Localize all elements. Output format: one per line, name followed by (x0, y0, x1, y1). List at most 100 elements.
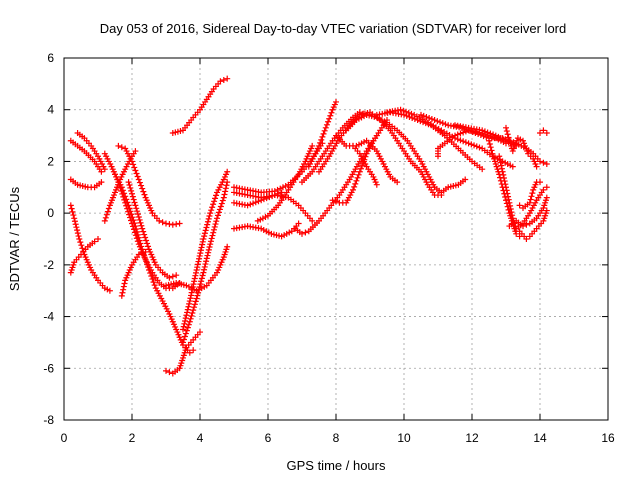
chart-title: Day 053 of 2016, Sidereal Day-to-day VTE… (100, 21, 567, 36)
data-point (333, 98, 339, 105)
data-point (134, 238, 141, 245)
data-point (198, 244, 205, 251)
data-point (201, 263, 208, 270)
data-point (397, 106, 404, 113)
data-series (67, 75, 550, 377)
data-point (106, 287, 113, 294)
data-point (196, 252, 203, 259)
data-point (166, 274, 173, 281)
series-39 (516, 207, 550, 242)
data-point (222, 188, 229, 195)
data-point (117, 185, 124, 192)
x-tick-label: 12 (465, 431, 479, 445)
data-point (442, 121, 449, 128)
data-point (543, 161, 550, 168)
data-point (209, 204, 216, 211)
data-point (540, 186, 547, 193)
data-point (136, 216, 143, 223)
series-29 (350, 142, 380, 188)
series-2 (74, 129, 108, 173)
data-point (75, 233, 82, 240)
data-point (275, 190, 282, 197)
data-point (163, 220, 169, 227)
data-point (476, 144, 483, 151)
data-point (131, 229, 138, 236)
data-point (206, 244, 213, 251)
data-point (205, 215, 212, 222)
series-15 (180, 168, 231, 333)
data-point (71, 218, 78, 225)
data-point (309, 217, 316, 224)
data-point (67, 202, 74, 209)
data-point (188, 292, 195, 299)
series-5 (67, 236, 101, 276)
data-point (189, 310, 196, 317)
series-20 (231, 220, 302, 240)
data-point (212, 221, 219, 228)
data-point (462, 139, 469, 146)
data-point (183, 327, 190, 334)
data-point (189, 286, 196, 293)
data-point (159, 219, 166, 226)
data-point (356, 168, 363, 175)
data-point (79, 245, 86, 252)
data-point (186, 298, 193, 305)
data-point (129, 158, 135, 165)
data-point (540, 127, 547, 134)
data-point (195, 258, 202, 265)
data-point (120, 286, 127, 293)
data-point (209, 232, 216, 239)
data-point (151, 282, 158, 289)
data-point (121, 280, 128, 287)
data-point (191, 278, 198, 285)
data-point (211, 198, 218, 205)
data-point (516, 202, 523, 209)
data-point (116, 182, 123, 189)
y-tick-label: 4 (47, 103, 54, 117)
series-11 (125, 179, 180, 281)
data-point (127, 184, 134, 191)
data-point (193, 295, 200, 302)
data-point (403, 108, 410, 115)
data-point (509, 163, 516, 170)
data-point (77, 239, 84, 246)
data-point (182, 315, 189, 322)
data-point (211, 223, 218, 230)
data-point (132, 232, 139, 239)
data-point (428, 116, 435, 123)
data-point (460, 129, 467, 136)
data-point (194, 292, 201, 299)
data-point (131, 164, 138, 171)
data-point (266, 194, 273, 201)
data-point (126, 211, 133, 218)
data-point (454, 131, 461, 138)
data-point (200, 236, 207, 242)
y-axis-ticks: -8 -6 -4 -2 0 2 4 6 (43, 51, 608, 427)
data-point (98, 168, 105, 175)
data-point (457, 137, 464, 144)
data-point (504, 190, 511, 197)
data-point (133, 170, 140, 177)
data-point (498, 165, 505, 172)
x-tick-label: 8 (333, 431, 340, 445)
data-point (513, 230, 520, 237)
data-point (499, 168, 506, 175)
data-point (434, 118, 441, 125)
data-point (185, 321, 192, 328)
data-point (502, 181, 509, 188)
data-point (204, 221, 211, 228)
data-point (132, 167, 139, 174)
data-point (309, 142, 316, 149)
data-point (351, 183, 358, 190)
data-point (258, 197, 265, 204)
data-point (104, 208, 111, 215)
data-point (318, 136, 325, 143)
y-tick-label: -8 (43, 413, 54, 427)
data-point (139, 185, 146, 192)
data-point (317, 139, 324, 146)
data-point (120, 283, 127, 290)
data-point (121, 196, 128, 203)
data-point (277, 185, 284, 192)
data-point (71, 215, 78, 222)
data-point (194, 264, 201, 271)
